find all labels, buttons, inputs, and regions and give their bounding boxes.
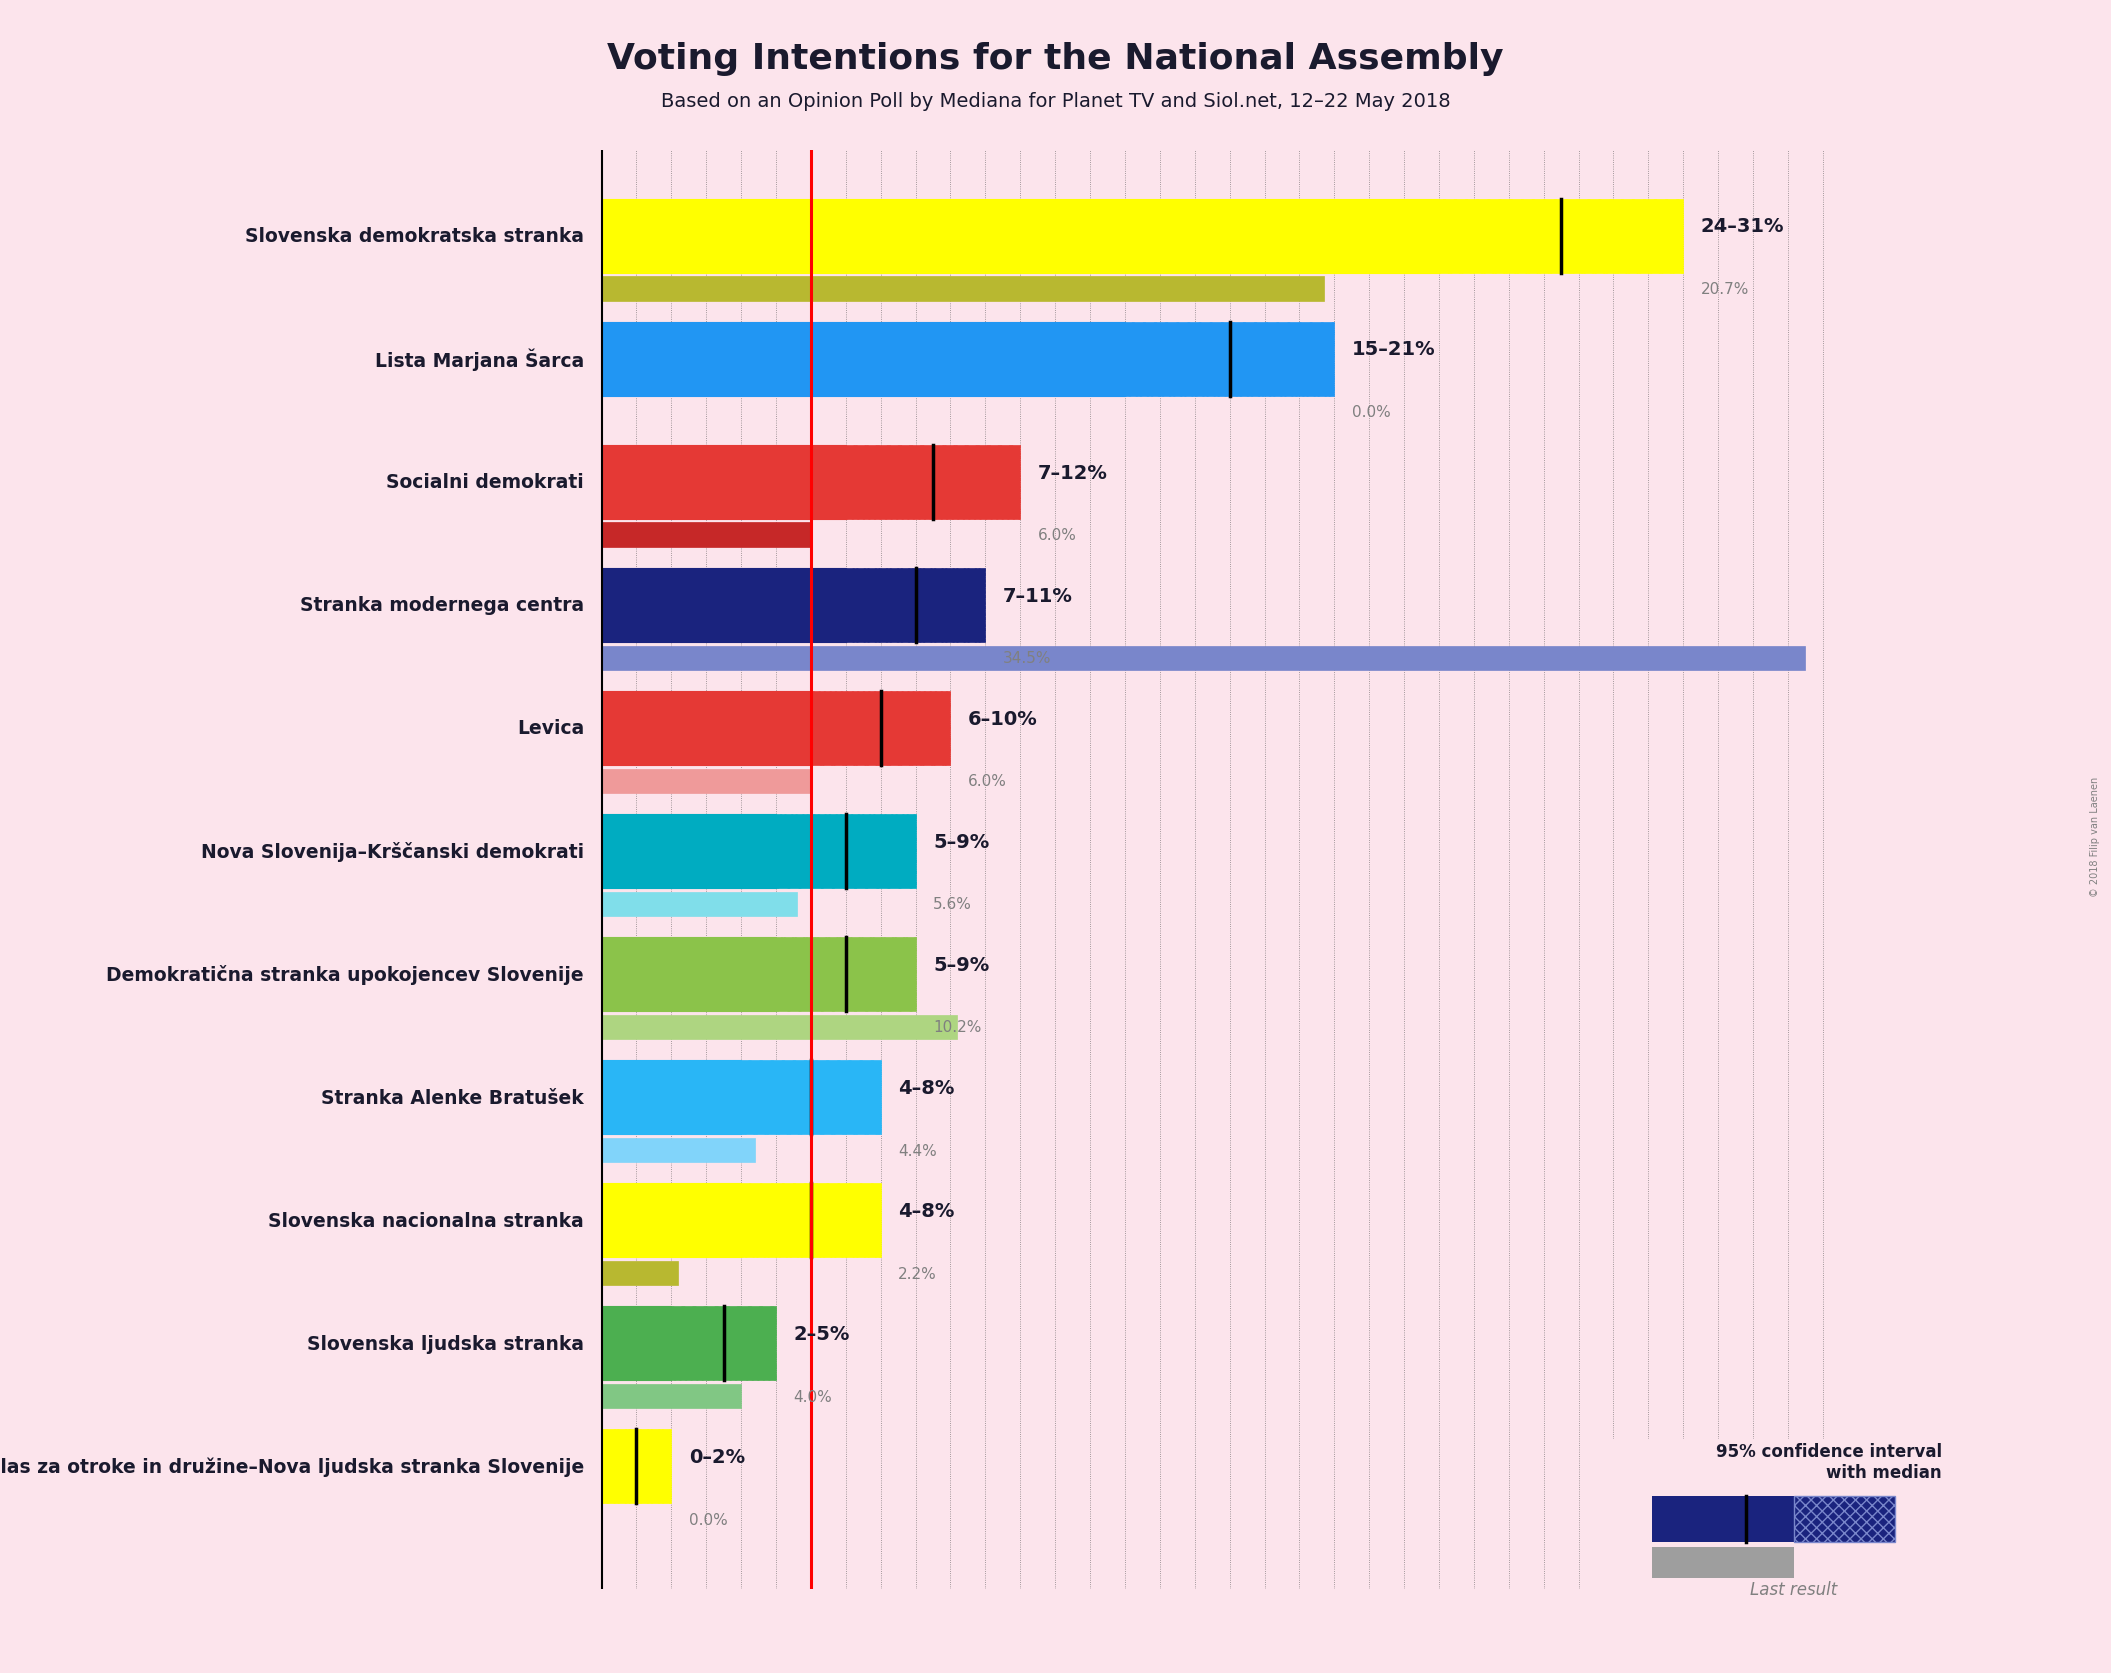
Bar	[602, 323, 1125, 397]
Bar	[602, 569, 847, 642]
Bar	[602, 445, 847, 520]
Bar	[602, 1384, 741, 1409]
Text: Last result: Last result	[1750, 1581, 1837, 1598]
Text: 20.7%: 20.7%	[1701, 283, 1750, 298]
Text: 34.5%: 34.5%	[1003, 651, 1051, 666]
Bar	[602, 691, 811, 766]
Bar	[1651, 1548, 1794, 1578]
Text: Demokratična stranka upokojencev Slovenije: Demokratična stranka upokojencev Sloveni…	[106, 965, 585, 984]
Text: Socialni demokrati: Socialni demokrati	[386, 473, 585, 492]
Bar	[602, 937, 777, 1012]
Text: Stranka modernega centra: Stranka modernega centra	[300, 596, 585, 616]
Text: 4.0%: 4.0%	[794, 1389, 832, 1404]
Text: 2.2%: 2.2%	[897, 1266, 937, 1282]
Bar	[602, 1183, 741, 1258]
Bar	[602, 1307, 671, 1380]
Text: Voting Intentions for the National Assembly: Voting Intentions for the National Assem…	[608, 42, 1503, 75]
Text: 10.2%: 10.2%	[933, 1021, 982, 1036]
Bar	[741, 1061, 880, 1134]
Bar	[847, 445, 1020, 520]
Bar	[1440, 199, 1682, 274]
Bar	[602, 770, 811, 793]
Text: 15–21%: 15–21%	[1351, 340, 1435, 360]
Bar	[847, 569, 986, 642]
Text: 0–2%: 0–2%	[688, 1447, 745, 1466]
Text: Stranka Alenke Bratušek: Stranka Alenke Bratušek	[321, 1087, 585, 1108]
Text: 0.0%: 0.0%	[688, 1512, 728, 1527]
Text: 6.0%: 6.0%	[969, 775, 1007, 790]
Text: 2–5%: 2–5%	[794, 1323, 851, 1343]
Text: Slovenska nacionalna stranka: Slovenska nacionalna stranka	[268, 1211, 585, 1230]
Bar	[1651, 1496, 1794, 1543]
Text: 4.4%: 4.4%	[897, 1143, 937, 1158]
Text: 4–8%: 4–8%	[897, 1077, 954, 1097]
Bar	[602, 199, 1440, 274]
Bar	[602, 1016, 958, 1039]
Bar	[602, 1261, 678, 1285]
Bar	[602, 278, 1324, 301]
Text: 6.0%: 6.0%	[1039, 529, 1077, 544]
Text: 7–12%: 7–12%	[1039, 463, 1108, 482]
Text: 6–10%: 6–10%	[969, 709, 1039, 728]
Text: 24–31%: 24–31%	[1701, 217, 1784, 236]
Text: 5.6%: 5.6%	[933, 897, 971, 912]
Text: © 2018 Filip van Laenen: © 2018 Filip van Laenen	[2090, 776, 2100, 897]
Bar	[602, 1061, 741, 1134]
Text: 95% confidence interval
with median: 95% confidence interval with median	[1716, 1442, 1942, 1481]
Bar	[1125, 323, 1334, 397]
Text: Nova Slovenija–Krščanski demokrati: Nova Slovenija–Krščanski demokrati	[201, 842, 585, 862]
Bar	[811, 691, 950, 766]
Text: Lista Marjana Šarca: Lista Marjana Šarca	[376, 348, 585, 371]
Text: Glas za otroke in družine–Nova ljudska stranka Slovenije: Glas za otroke in družine–Nova ljudska s…	[0, 1457, 585, 1476]
Text: 5–9%: 5–9%	[933, 831, 990, 852]
Bar	[602, 815, 777, 888]
Text: 7–11%: 7–11%	[1003, 586, 1072, 606]
Bar	[741, 1183, 880, 1258]
Bar	[777, 937, 916, 1012]
Bar	[602, 524, 811, 547]
Bar	[777, 815, 916, 888]
Bar	[671, 1307, 777, 1380]
Text: 5–9%: 5–9%	[933, 955, 990, 974]
Bar	[602, 892, 798, 917]
Text: Levica: Levica	[517, 719, 585, 738]
Text: Slovenska ljudska stranka: Slovenska ljudska stranka	[306, 1333, 585, 1353]
Bar	[1794, 1496, 1896, 1543]
Bar	[602, 1138, 756, 1163]
Text: Based on an Opinion Poll by Mediana for Planet TV and Siol.net, 12–22 May 2018: Based on an Opinion Poll by Mediana for …	[661, 92, 1450, 110]
Bar	[602, 646, 1805, 671]
Text: 4–8%: 4–8%	[897, 1201, 954, 1220]
Bar	[602, 1429, 671, 1504]
Text: 0.0%: 0.0%	[1351, 405, 1391, 420]
Text: Slovenska demokratska stranka: Slovenska demokratska stranka	[245, 228, 585, 246]
